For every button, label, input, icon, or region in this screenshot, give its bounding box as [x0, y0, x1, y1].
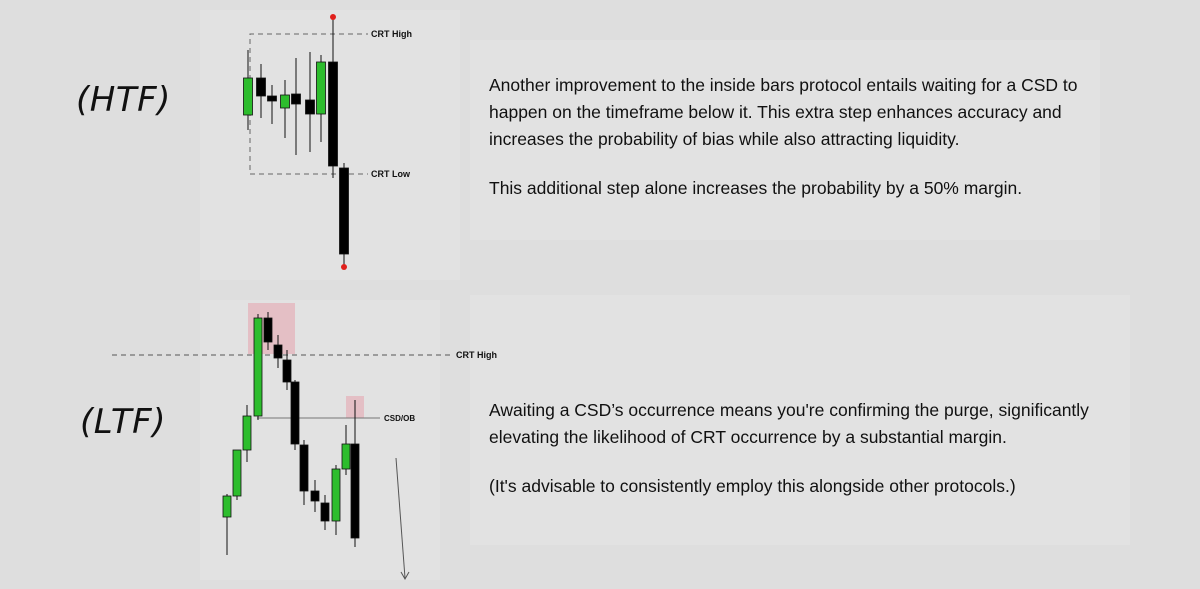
- ltf-candles: [222, 312, 360, 555]
- htf-crt-low-label: CRT Low: [371, 169, 411, 179]
- ltf-candle-0: [222, 495, 232, 518]
- htf-candle-5: [305, 99, 315, 115]
- ltf-candle-3: [253, 317, 263, 417]
- htf-candle-4: [291, 93, 301, 105]
- htf-crt-high-line: [249, 33, 368, 170]
- ltf-paragraph-1: Awaiting a CSD’s occurrence means you're…: [489, 400, 1089, 447]
- htf-candle-7: [328, 61, 338, 167]
- ltf-text-panel: [470, 295, 1130, 545]
- htf-text-panel: [470, 40, 1100, 240]
- htf-candle-2: [267, 95, 277, 102]
- htf-candle-6: [316, 61, 326, 115]
- ltf-crt-high-label: CRT High: [456, 350, 497, 360]
- ltf-candle-11: [331, 468, 341, 522]
- ltf-candle-12: [341, 443, 351, 470]
- htf-paragraph-2: This additional step alone increases the…: [489, 178, 1023, 198]
- htf-purge-dot-1: [341, 264, 347, 270]
- ltf-candle-1: [232, 449, 242, 497]
- ltf-candle-9: [310, 490, 320, 502]
- ltf-candle-13: [350, 443, 360, 539]
- ltf-csd-label: CSD/OB: [384, 414, 415, 423]
- ltf-candle-2: [242, 415, 252, 451]
- ltf-label: (LTF): [80, 402, 166, 442]
- htf-chart: CRT High CRT Low: [243, 14, 412, 270]
- ltf-candle-6: [282, 359, 292, 383]
- htf-candle-8: [339, 167, 349, 255]
- ltf-candle-8: [299, 444, 309, 492]
- ltf-candle-7: [290, 381, 300, 445]
- htf-candle-3: [280, 94, 290, 109]
- htf-candles: [243, 14, 349, 270]
- htf-candle-1: [256, 77, 266, 97]
- down-arrow: [395, 457, 410, 581]
- htf-label: (HTF): [76, 80, 171, 120]
- ltf-panel: [200, 300, 440, 580]
- ltf-candle-10: [320, 502, 330, 522]
- ltf-candle-4: [263, 317, 273, 343]
- ltf-paragraph-2: (It's advisable to consistently employ t…: [489, 476, 1016, 496]
- ltf-candle-5: [273, 344, 283, 359]
- htf-purge-dot-0: [330, 14, 336, 20]
- htf-paragraph-1: Another improvement to the inside bars p…: [489, 75, 1078, 149]
- htf-description: Another improvement to the inside bars p…: [489, 72, 1129, 224]
- htf-crt-high-label: CRT High: [371, 29, 412, 39]
- ltf-chart: CRT High CSD/OB: [112, 303, 497, 581]
- htf-candle-0: [243, 77, 253, 116]
- ltf-description: Awaiting a CSD’s occurrence means you're…: [489, 397, 1149, 522]
